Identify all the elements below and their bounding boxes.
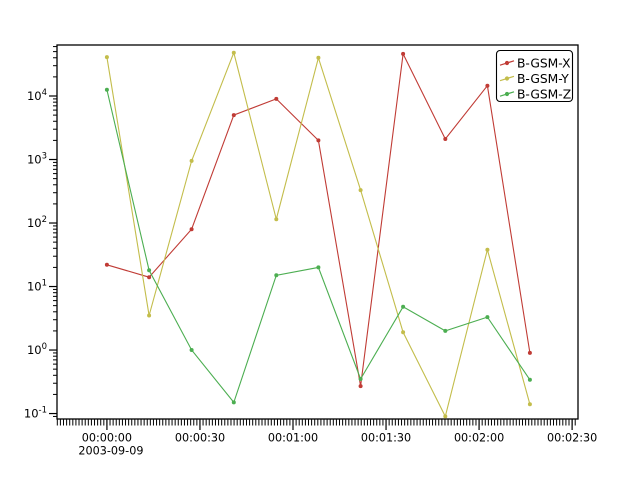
data-point-marker [316, 138, 321, 143]
data-point-marker [274, 273, 279, 278]
y-tick-label: 103 [27, 152, 47, 167]
data-point-marker [104, 87, 109, 92]
data-point-marker [358, 384, 363, 389]
y-axis: 10-1 100 101 102 103 104 [24, 46, 57, 421]
data-point-marker [443, 137, 448, 141]
data-point-marker [147, 275, 152, 280]
data-point-marker [485, 83, 490, 88]
series-line [106, 89, 531, 404]
series-line [106, 50, 531, 418]
data-point-marker [401, 51, 406, 56]
data-point-marker [189, 158, 194, 163]
data-point-marker [527, 402, 532, 407]
data-point-marker [358, 188, 363, 193]
data-point-marker [274, 96, 279, 101]
x-axis-date-label: 2003-09-09 [78, 445, 143, 458]
data-point-marker [443, 414, 448, 419]
data-point-marker [485, 315, 490, 320]
data-point-marker [527, 377, 532, 382]
legend-entry-b-gsm-x: B-GSM-X [499, 57, 571, 71]
data-point-marker [401, 304, 406, 309]
data-point-marker [274, 217, 279, 222]
legend-label: B-GSM-Y [517, 72, 569, 86]
data-point-marker [231, 50, 236, 55]
series-b-gsm-y [104, 50, 532, 419]
data-point-marker [231, 113, 236, 118]
data-point-marker [147, 268, 152, 273]
series-b-gsm-z [104, 87, 532, 405]
data-point-marker [485, 247, 490, 252]
data-point-marker [316, 265, 321, 270]
legend-marker-icon [504, 60, 510, 66]
data-point-marker [527, 350, 532, 355]
data-point-marker [316, 55, 321, 60]
data-point-marker [104, 55, 109, 60]
legend-entry-b-gsm-z: B-GSM-Z [499, 88, 571, 102]
series-b-gsm-x [104, 51, 532, 389]
data-point-marker [189, 227, 194, 232]
x-tick-label: 00:02:30 [547, 432, 597, 445]
data-point-marker [104, 262, 109, 267]
x-tick-label: 00:00:30 [175, 432, 225, 445]
legend-entry-b-gsm-y: B-GSM-Y [499, 72, 569, 86]
y-tick-label: 102 [27, 215, 47, 230]
data-point-marker [401, 330, 406, 335]
data-point-marker [443, 328, 448, 333]
legend: B-GSM-XB-GSM-Y B-GSM-Z [495, 49, 574, 103]
y-tick-label: 10-1 [24, 406, 47, 421]
x-tick-label: 00:00:00 [82, 432, 132, 445]
legend-box [495, 49, 574, 103]
data-point-marker [231, 400, 236, 405]
data-point-marker [358, 377, 363, 381]
legend-marker-icon [504, 91, 510, 97]
y-tick-label: 104 [27, 88, 47, 103]
y-tick-label: 100 [27, 342, 47, 357]
series-line [106, 52, 531, 387]
legend-label: B-GSM-X [517, 57, 571, 71]
legend-label: B-GSM-Z [517, 88, 571, 102]
x-tick-label: 00:01:30 [361, 432, 411, 445]
legend-marker-icon [504, 76, 510, 81]
x-tick-label: 00:02:00 [454, 432, 504, 445]
x-tick-label: 00:01:00 [268, 432, 318, 445]
data-point-marker [189, 348, 194, 352]
data-point-marker [147, 313, 152, 318]
y-tick-label: 101 [27, 279, 47, 294]
